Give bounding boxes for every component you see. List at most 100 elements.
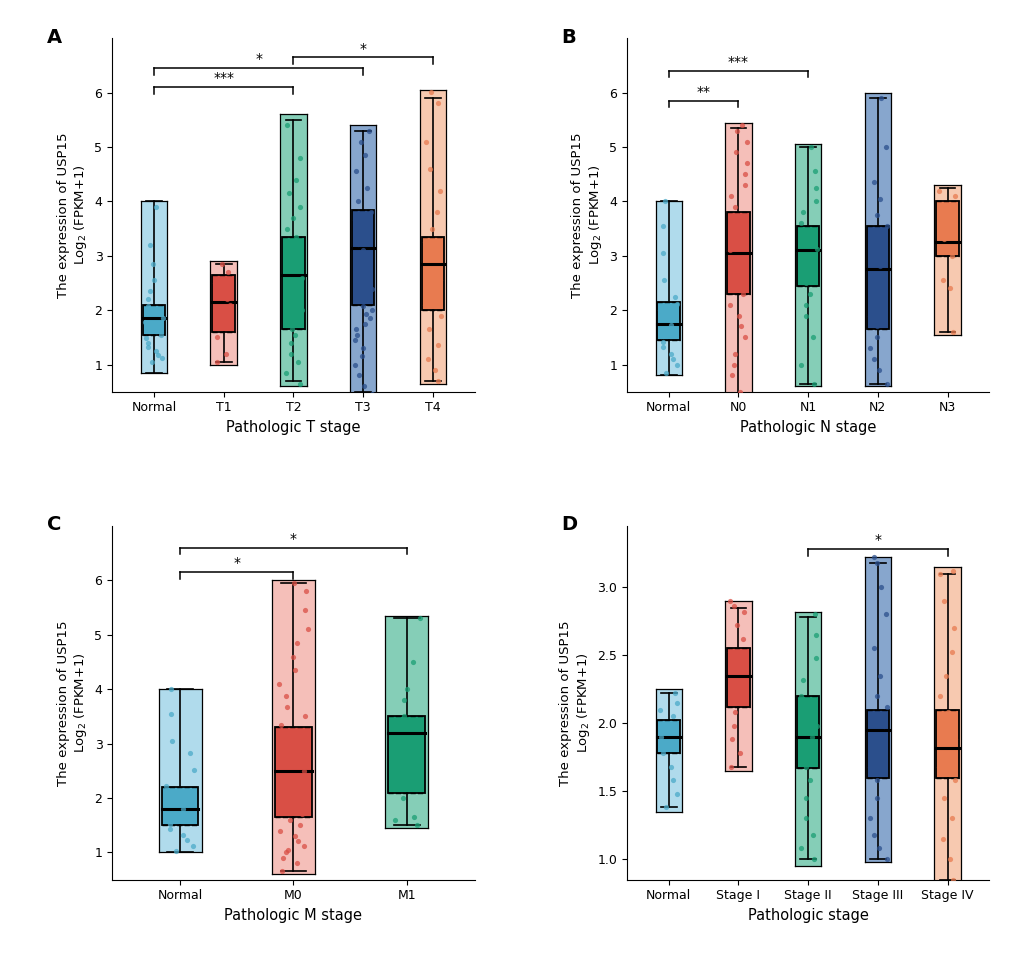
Point — [289, 636, 306, 651]
Point — [801, 772, 817, 788]
Point — [877, 852, 894, 867]
Point — [168, 843, 184, 858]
Point — [652, 329, 668, 344]
Point — [350, 236, 366, 251]
Point — [354, 298, 370, 314]
Point — [736, 231, 752, 247]
Point — [654, 339, 671, 355]
Point — [346, 333, 363, 348]
Point — [291, 199, 308, 214]
Point — [797, 308, 813, 323]
Point — [807, 718, 823, 733]
Point — [395, 708, 412, 724]
Point — [162, 682, 178, 697]
Point — [871, 668, 888, 684]
Point — [728, 144, 744, 160]
Point — [652, 729, 668, 745]
Point — [935, 231, 952, 247]
Point — [422, 84, 438, 99]
Point — [798, 226, 814, 241]
Point — [736, 691, 752, 706]
Point — [727, 705, 743, 720]
Point — [937, 746, 954, 761]
Point — [431, 183, 447, 198]
Point — [278, 286, 294, 301]
Point — [736, 178, 752, 193]
Point — [279, 774, 296, 790]
Point — [861, 759, 877, 774]
Point — [222, 297, 238, 313]
Point — [354, 349, 370, 364]
Point — [934, 272, 951, 288]
Point — [284, 649, 301, 664]
Point — [138, 331, 154, 346]
Text: B: B — [561, 28, 576, 47]
X-axis label: Pathologic T stage: Pathologic T stage — [226, 420, 361, 435]
Point — [803, 729, 819, 745]
Point — [285, 311, 302, 326]
Point — [212, 308, 228, 323]
Point — [721, 593, 738, 608]
Point — [944, 872, 960, 887]
Point — [175, 801, 192, 816]
Point — [364, 387, 380, 402]
Point — [150, 318, 166, 334]
Point — [432, 308, 448, 323]
Point — [353, 229, 369, 245]
Point — [725, 221, 741, 236]
Point — [863, 296, 879, 312]
Point — [721, 188, 738, 204]
Point — [178, 791, 195, 806]
Point — [357, 147, 373, 163]
Bar — [212, 274, 234, 332]
Point — [735, 265, 751, 280]
Point — [726, 598, 742, 614]
Point — [661, 346, 678, 361]
Point — [291, 253, 308, 269]
Point — [728, 275, 744, 291]
Point — [423, 221, 439, 236]
Bar — [275, 728, 312, 817]
Point — [287, 327, 304, 342]
Point — [280, 185, 297, 201]
Bar — [727, 648, 749, 706]
Point — [799, 253, 815, 269]
Point — [398, 682, 415, 697]
Point — [351, 368, 367, 383]
Point — [731, 308, 747, 323]
Point — [296, 763, 312, 778]
Point — [722, 398, 739, 413]
Point — [421, 162, 437, 177]
Text: *: * — [255, 53, 262, 66]
Point — [293, 302, 310, 317]
Point — [807, 194, 823, 209]
Text: *: * — [873, 533, 880, 548]
Point — [944, 324, 960, 339]
Point — [152, 306, 168, 321]
Point — [725, 718, 741, 733]
Point — [412, 611, 428, 626]
Point — [666, 323, 683, 338]
Point — [666, 289, 683, 304]
Point — [732, 746, 748, 761]
Point — [282, 779, 299, 794]
Point — [395, 692, 412, 707]
Point — [661, 759, 678, 774]
Point — [797, 275, 813, 291]
Point — [357, 293, 373, 308]
Point — [274, 850, 290, 865]
Point — [347, 163, 364, 179]
Point — [219, 265, 235, 280]
Point — [941, 281, 957, 296]
Point — [148, 343, 164, 358]
Bar — [657, 302, 680, 340]
Point — [288, 172, 305, 187]
Point — [727, 199, 743, 214]
Bar — [282, 237, 305, 329]
Point — [664, 352, 681, 367]
Point — [807, 627, 823, 642]
Point — [283, 316, 300, 332]
Point — [286, 828, 303, 843]
Text: ***: *** — [728, 55, 748, 69]
Point — [216, 286, 232, 301]
